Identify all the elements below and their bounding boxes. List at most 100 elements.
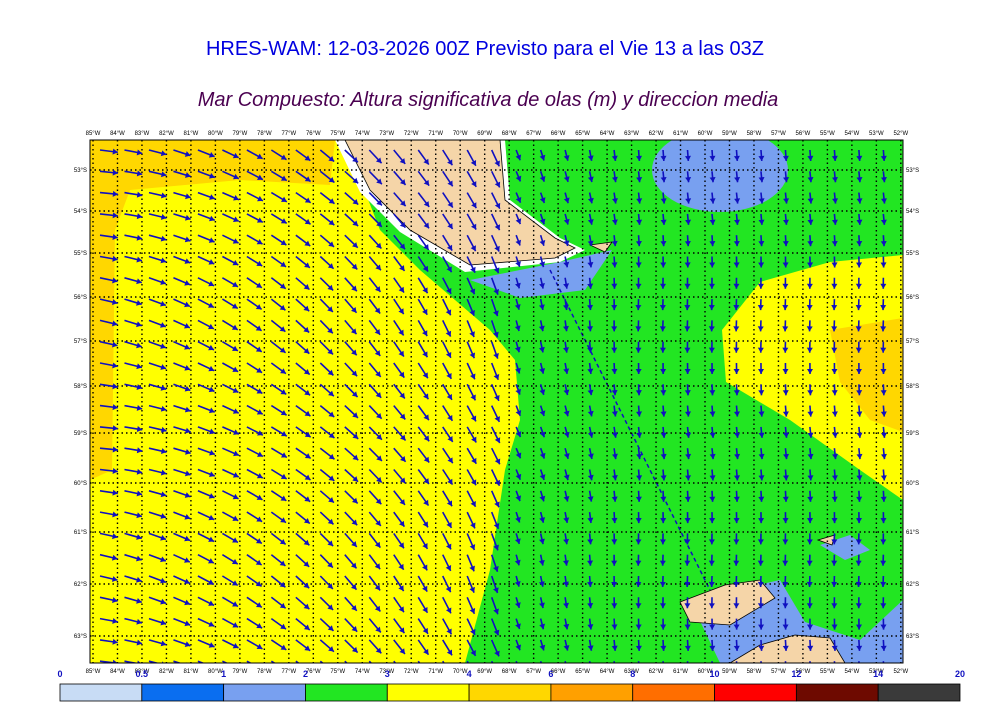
latitude-label: 59°S xyxy=(906,431,919,437)
latitude-label: 55°S xyxy=(74,251,87,257)
longitude-label: 54°W xyxy=(845,131,860,137)
longitude-label: 84°W xyxy=(110,669,125,675)
longitude-label: 61°W xyxy=(673,131,688,137)
latitude-label: 53°S xyxy=(906,168,919,174)
longitude-label: 64°W xyxy=(600,669,615,675)
latitude-label: 58°S xyxy=(74,384,87,390)
longitude-label: 80°W xyxy=(208,131,223,137)
latitude-label: 63°S xyxy=(906,634,919,640)
longitude-label: 73°W xyxy=(379,131,394,137)
colorbar-segment xyxy=(305,684,387,701)
latitude-label: 55°S xyxy=(906,251,919,257)
latitude-label: 56°S xyxy=(74,295,87,301)
longitude-label: 71°W xyxy=(428,669,443,675)
longitude-label: 82°W xyxy=(159,131,174,137)
longitude-label: 82°W xyxy=(159,669,174,675)
arrow-head xyxy=(495,672,500,678)
longitude-label: 77°W xyxy=(281,669,296,675)
subtitle: Mar Compuesto: Altura significativa de o… xyxy=(198,89,779,111)
latitude-label: 58°S xyxy=(906,384,919,390)
longitude-label: 75°W xyxy=(330,669,345,675)
longitude-label: 69°W xyxy=(477,131,492,137)
arrow-head xyxy=(209,663,215,669)
longitude-label: 66°W xyxy=(551,131,566,137)
longitude-label: 79°W xyxy=(233,669,248,675)
latitude-label: 59°S xyxy=(74,431,87,437)
longitude-label: 70°W xyxy=(453,131,468,137)
latitude-label: 56°S xyxy=(906,295,919,301)
colorbar-label: 2 xyxy=(303,669,308,679)
latitude-label: 60°S xyxy=(74,481,87,487)
arrow-shaft xyxy=(492,661,500,677)
longitude-label: 85°W xyxy=(86,669,101,675)
colorbar-segment xyxy=(633,684,715,701)
longitude-label: 74°W xyxy=(355,131,370,137)
latitude-label: 62°S xyxy=(906,582,919,588)
latitude-label: 63°S xyxy=(74,634,87,640)
colorbar-label: 3 xyxy=(385,669,390,679)
longitude-label: 76°W xyxy=(306,669,321,675)
latitude-label: 57°S xyxy=(74,339,87,345)
longitude-label: 67°W xyxy=(526,669,541,675)
longitude-label: 61°W xyxy=(673,669,688,675)
longitude-label: 59°W xyxy=(722,131,737,137)
longitude-label: 78°W xyxy=(257,669,272,675)
colorbar-segment xyxy=(551,684,633,701)
colorbar-label: 0 xyxy=(57,669,62,679)
latitude-label: 61°S xyxy=(906,530,919,536)
longitude-label: 62°W xyxy=(649,131,664,137)
latitude-label: 54°S xyxy=(906,209,919,215)
colorbar-segment xyxy=(142,684,224,701)
longitude-label: 79°W xyxy=(233,131,248,137)
longitude-label: 65°W xyxy=(575,131,590,137)
longitude-label: 78°W xyxy=(257,131,272,137)
longitude-label: 77°W xyxy=(281,131,296,137)
longitude-label: 85°W xyxy=(86,131,101,137)
longitude-label: 60°W xyxy=(698,131,713,137)
latitude-label: 57°S xyxy=(906,339,919,345)
longitude-label: 72°W xyxy=(404,131,419,137)
longitude-label: 67°W xyxy=(526,131,541,137)
longitude-label: 54°W xyxy=(845,669,860,675)
arrow-head xyxy=(471,671,476,677)
latitude-label: 54°S xyxy=(74,209,87,215)
longitude-label: 81°W xyxy=(184,131,199,137)
longitude-label: 64°W xyxy=(600,131,615,137)
longitude-label: 52°W xyxy=(893,669,908,675)
colorbar-segment xyxy=(387,684,469,701)
latitude-label: 60°S xyxy=(906,481,919,487)
colorbar-label: 1 xyxy=(221,669,226,679)
longitude-label: 75°W xyxy=(330,131,345,137)
colorbar-label: 14 xyxy=(873,669,883,679)
longitude-label: 69°W xyxy=(477,669,492,675)
longitude-label: 65°W xyxy=(575,669,590,675)
longitude-label: 55°W xyxy=(820,669,835,675)
latitude-label: 61°S xyxy=(74,530,87,536)
longitude-label: 71°W xyxy=(428,131,443,137)
longitude-label: 59°W xyxy=(722,669,737,675)
colorbar-label: 12 xyxy=(791,669,801,679)
colorbar-label: 8 xyxy=(630,669,635,679)
longitude-label: 56°W xyxy=(796,131,811,137)
colorbar-segment xyxy=(469,684,551,701)
longitude-label: 74°W xyxy=(355,669,370,675)
longitude-label: 81°W xyxy=(184,669,199,675)
map-area xyxy=(90,128,903,677)
longitude-label: 55°W xyxy=(820,131,835,137)
colorbar-label: 0.5 xyxy=(136,669,149,679)
longitude-label: 62°W xyxy=(649,669,664,675)
longitude-label: 76°W xyxy=(306,131,321,137)
longitude-label: 83°W xyxy=(135,131,150,137)
colorbar-segment xyxy=(60,684,142,701)
longitude-label: 58°W xyxy=(747,669,762,675)
colorbar-label: 10 xyxy=(710,669,720,679)
longitude-label: 57°W xyxy=(771,131,786,137)
title: HRES-WAM: 12-03-2026 00Z Previsto para e… xyxy=(206,38,764,60)
latitude-label: 62°S xyxy=(74,582,87,588)
longitude-label: 84°W xyxy=(110,131,125,137)
latitude-label: 53°S xyxy=(74,168,87,174)
longitude-label: 53°W xyxy=(869,131,884,137)
longitude-label: 68°W xyxy=(502,669,517,675)
colorbar-label: 4 xyxy=(467,669,472,679)
